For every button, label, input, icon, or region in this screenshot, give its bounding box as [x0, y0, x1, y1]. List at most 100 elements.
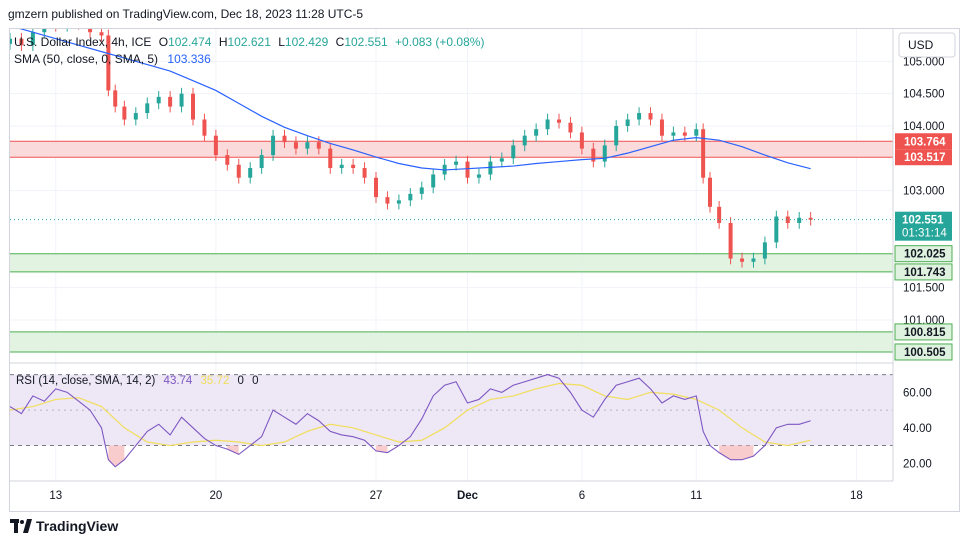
- candle-body: [259, 155, 264, 169]
- sma-line-group: [19, 29, 811, 171]
- candle-body: [156, 96, 161, 104]
- rsi-oversold-fill: [108, 445, 125, 467]
- rsi-extra-value-1: 0: [238, 375, 244, 387]
- candle-body: [728, 222, 733, 259]
- candle-body: [671, 132, 676, 136]
- candle-countdown: 01:31:14: [902, 228, 947, 240]
- zone-price-tag: 103.764: [895, 133, 952, 150]
- currency-button[interactable]: USD: [898, 32, 956, 58]
- candle-body: [659, 119, 664, 136]
- candle-body: [42, 29, 47, 33]
- time-tick-label: 13: [49, 490, 62, 502]
- tradingview-logo[interactable]: TradingView: [10, 518, 118, 534]
- candle-body: [282, 135, 287, 143]
- zone-price-tag-bg: [894, 343, 953, 361]
- candle-body: [54, 24, 58, 26]
- open-value: 102.474: [168, 35, 212, 49]
- candle-body: [465, 161, 470, 178]
- zone-price-tag: 103.517: [895, 149, 952, 166]
- candle-body: [328, 148, 333, 169]
- candle-body: [305, 142, 310, 149]
- candle-body: [476, 174, 481, 178]
- rsi-tick-label: 60.00: [903, 387, 932, 399]
- close-value: 102.551: [344, 35, 388, 49]
- rsi-panel: [10, 374, 893, 468]
- low-value: 102.429: [285, 35, 329, 49]
- candle-body: [488, 161, 493, 175]
- candle-body: [225, 155, 230, 165]
- candle-body: [454, 161, 459, 165]
- zone-price-tag-label: 100.505: [904, 347, 946, 359]
- zone-price-tag-bg: [895, 149, 952, 166]
- candle-body: [579, 132, 584, 149]
- price-tick-label: 105.000: [903, 56, 945, 68]
- time-tick-label: 11: [690, 490, 702, 502]
- candle-body: [271, 135, 276, 156]
- open-label: O: [159, 35, 168, 49]
- candle-body: [774, 216, 779, 243]
- candle-body: [248, 168, 253, 178]
- symbol-legend: U.S. Dollar Index, 4h, ICE O102.474 H102…: [14, 35, 484, 49]
- price-tick-label: 103.000: [903, 186, 945, 198]
- rsi-sma-legend-value: 35.72: [201, 375, 230, 387]
- candle-body: [77, 21, 81, 24]
- candle-body: [682, 132, 687, 136]
- current-price-label: 102.551: [902, 215, 944, 227]
- candle-body: [808, 217, 813, 220]
- price-tick-label: 101.500: [903, 283, 945, 295]
- zone-price-tag-bg: [894, 245, 953, 263]
- time-tick-label: 20: [209, 490, 222, 502]
- symbol-name: U.S. Dollar Index, 4h, ICE: [14, 35, 151, 49]
- candle-body: [106, 35, 111, 91]
- candle-body: [740, 258, 745, 262]
- candle-body: [396, 200, 401, 204]
- axes: 105.000104.500104.000103.000101.500101.0…: [10, 29, 953, 502]
- time-tick-label: Dec: [457, 490, 479, 502]
- candle-body: [568, 122, 573, 133]
- candle-body: [191, 93, 196, 120]
- zone-price-tag-bg: [895, 133, 952, 150]
- candle-body: [88, 29, 93, 33]
- rsi-line: [10, 374, 811, 468]
- candle-body: [419, 187, 424, 194]
- rsi-extra-value-2: 0: [252, 375, 258, 387]
- candle-body: [362, 168, 367, 178]
- candle-body: [499, 158, 504, 162]
- zone-price-tag-label: 103.764: [904, 136, 946, 148]
- rsi-legend-label: RSI (14, close, SMA, 14, 2): [16, 375, 156, 387]
- candle-body: [168, 96, 173, 107]
- candle-body: [637, 113, 642, 120]
- publisher-line: gmzern published on TradingView.com, Dec…: [8, 7, 364, 21]
- zone-support-1: [10, 253, 893, 272]
- close-label: C: [336, 35, 345, 49]
- candle-body: [145, 103, 150, 114]
- sma-legend-value: 103.336: [167, 52, 211, 66]
- high-label: H: [219, 35, 228, 49]
- candle-body: [236, 164, 241, 178]
- candle-body: [316, 142, 321, 149]
- candle-body: [648, 113, 653, 120]
- zone-price-tag-label: 100.815: [904, 327, 946, 339]
- zone-price-tag-label: 102.025: [904, 249, 946, 261]
- sma-line: [19, 29, 811, 171]
- chart-frame: [9, 28, 960, 512]
- candle-body: [19, 38, 24, 46]
- candle-body: [10, 38, 12, 44]
- rsi-sma-line: [10, 382, 811, 447]
- candle-body: [717, 206, 722, 223]
- candle-body: [65, 21, 69, 26]
- tradingview-icon: [10, 519, 32, 533]
- rsi-legend-value: 43.74: [164, 375, 193, 387]
- rsi-tick-label: 40.00: [903, 423, 932, 435]
- high-value: 102.621: [227, 35, 271, 49]
- candle-body: [339, 164, 344, 169]
- low-label: L: [278, 35, 285, 49]
- candle-body: [614, 125, 619, 146]
- current-price-tag-bg: [895, 211, 952, 241]
- price-zones: [10, 140, 893, 353]
- currency-label: USD: [908, 38, 934, 52]
- candle-body: [30, 32, 35, 46]
- candle-body: [591, 148, 596, 162]
